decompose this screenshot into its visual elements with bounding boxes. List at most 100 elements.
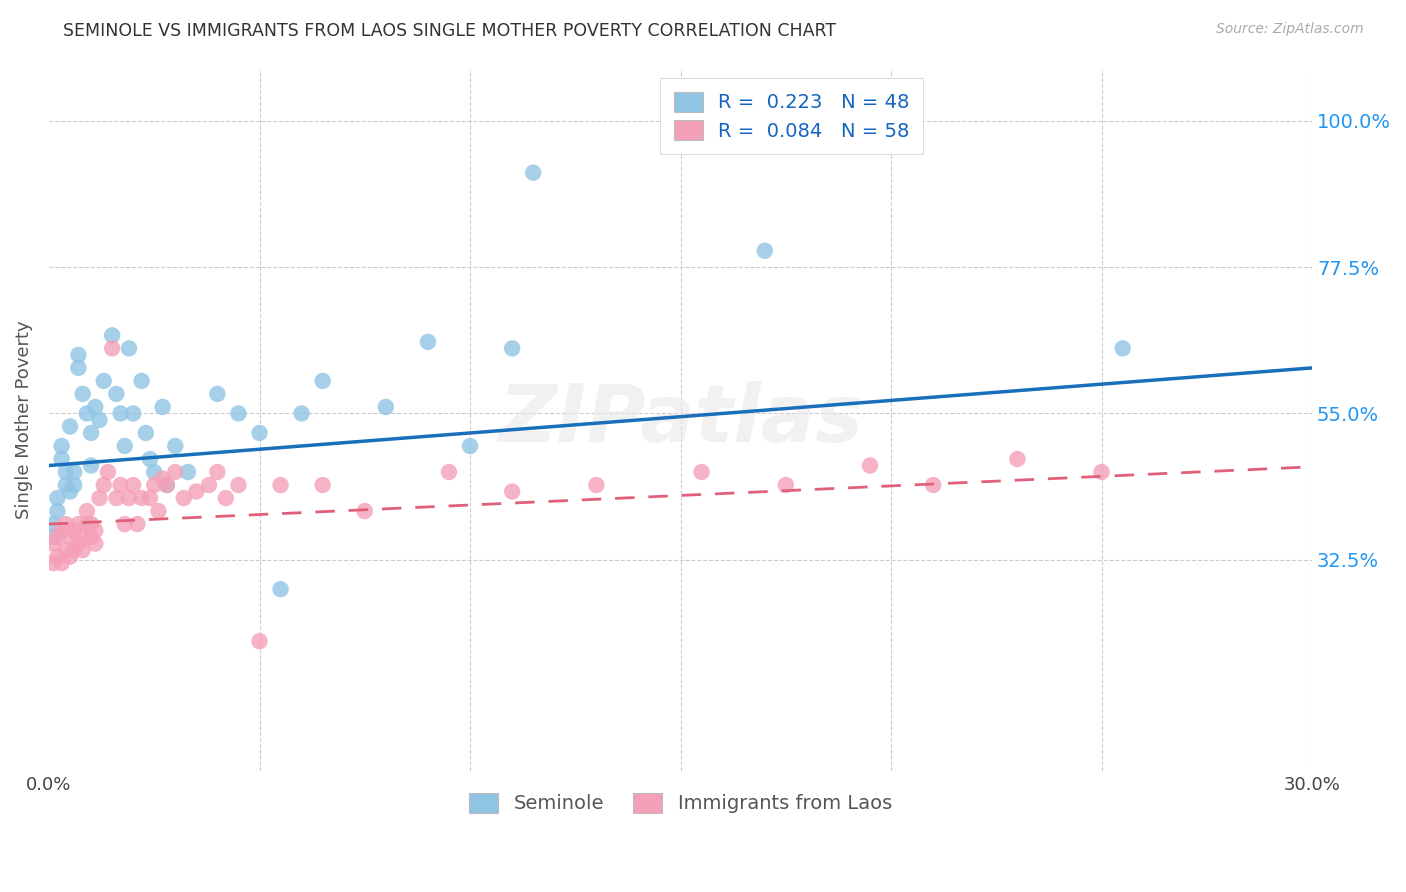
Point bbox=[101, 328, 124, 343]
Point bbox=[416, 334, 439, 349]
Point bbox=[228, 478, 250, 492]
Point bbox=[353, 504, 375, 518]
Point bbox=[84, 524, 107, 538]
Point bbox=[207, 465, 229, 479]
Point bbox=[135, 425, 157, 440]
Point bbox=[105, 387, 128, 401]
Point bbox=[105, 491, 128, 505]
Point bbox=[55, 478, 77, 492]
Point bbox=[152, 471, 174, 485]
Point bbox=[585, 478, 607, 492]
Point bbox=[1111, 342, 1133, 356]
Point bbox=[270, 478, 292, 492]
Point bbox=[42, 556, 65, 570]
Y-axis label: Single Mother Poverty: Single Mother Poverty bbox=[15, 320, 32, 519]
Point bbox=[690, 465, 713, 479]
Point bbox=[177, 465, 200, 479]
Point bbox=[89, 413, 111, 427]
Point bbox=[207, 387, 229, 401]
Point bbox=[93, 478, 115, 492]
Point bbox=[63, 543, 86, 558]
Point bbox=[139, 491, 162, 505]
Point bbox=[80, 458, 103, 473]
Point bbox=[67, 517, 90, 532]
Point bbox=[72, 530, 94, 544]
Point bbox=[59, 484, 82, 499]
Point bbox=[165, 439, 187, 453]
Point bbox=[754, 244, 776, 258]
Point bbox=[173, 491, 195, 505]
Point bbox=[59, 419, 82, 434]
Point bbox=[51, 452, 73, 467]
Point bbox=[84, 536, 107, 550]
Point bbox=[501, 484, 523, 499]
Point bbox=[72, 387, 94, 401]
Point bbox=[55, 517, 77, 532]
Point bbox=[143, 465, 166, 479]
Point bbox=[215, 491, 238, 505]
Point bbox=[122, 478, 145, 492]
Point bbox=[122, 407, 145, 421]
Point bbox=[59, 530, 82, 544]
Point bbox=[46, 504, 69, 518]
Point bbox=[55, 465, 77, 479]
Point bbox=[51, 439, 73, 453]
Point bbox=[42, 530, 65, 544]
Point bbox=[228, 407, 250, 421]
Point bbox=[67, 348, 90, 362]
Point bbox=[118, 491, 141, 505]
Text: ZIPatlas: ZIPatlas bbox=[498, 381, 863, 459]
Point bbox=[51, 524, 73, 538]
Point bbox=[51, 556, 73, 570]
Point bbox=[63, 524, 86, 538]
Point bbox=[139, 452, 162, 467]
Point bbox=[80, 517, 103, 532]
Point bbox=[437, 465, 460, 479]
Point bbox=[775, 478, 797, 492]
Point bbox=[156, 478, 179, 492]
Point bbox=[110, 478, 132, 492]
Point bbox=[55, 543, 77, 558]
Point bbox=[152, 400, 174, 414]
Point bbox=[922, 478, 945, 492]
Point bbox=[80, 530, 103, 544]
Point bbox=[42, 517, 65, 532]
Point bbox=[458, 439, 481, 453]
Point bbox=[110, 407, 132, 421]
Legend: Seminole, Immigrants from Laos: Seminole, Immigrants from Laos bbox=[457, 781, 904, 825]
Point bbox=[76, 407, 98, 421]
Point bbox=[859, 458, 882, 473]
Point bbox=[59, 549, 82, 564]
Point bbox=[80, 425, 103, 440]
Point bbox=[118, 342, 141, 356]
Point bbox=[501, 342, 523, 356]
Point bbox=[249, 425, 271, 440]
Text: Source: ZipAtlas.com: Source: ZipAtlas.com bbox=[1216, 22, 1364, 37]
Point bbox=[97, 465, 120, 479]
Point bbox=[374, 400, 396, 414]
Point bbox=[156, 478, 179, 492]
Point bbox=[131, 491, 153, 505]
Point bbox=[311, 478, 333, 492]
Point bbox=[143, 478, 166, 492]
Point bbox=[148, 504, 170, 518]
Point bbox=[63, 478, 86, 492]
Point bbox=[1007, 452, 1029, 467]
Point bbox=[186, 484, 208, 499]
Point bbox=[93, 374, 115, 388]
Point bbox=[522, 166, 544, 180]
Point bbox=[249, 634, 271, 648]
Point bbox=[165, 465, 187, 479]
Point bbox=[131, 374, 153, 388]
Point bbox=[46, 491, 69, 505]
Point bbox=[76, 517, 98, 532]
Point bbox=[46, 549, 69, 564]
Point bbox=[67, 360, 90, 375]
Point bbox=[291, 407, 314, 421]
Point bbox=[72, 543, 94, 558]
Point bbox=[270, 582, 292, 596]
Point bbox=[76, 504, 98, 518]
Point bbox=[84, 400, 107, 414]
Text: SEMINOLE VS IMMIGRANTS FROM LAOS SINGLE MOTHER POVERTY CORRELATION CHART: SEMINOLE VS IMMIGRANTS FROM LAOS SINGLE … bbox=[63, 22, 837, 40]
Point bbox=[114, 517, 136, 532]
